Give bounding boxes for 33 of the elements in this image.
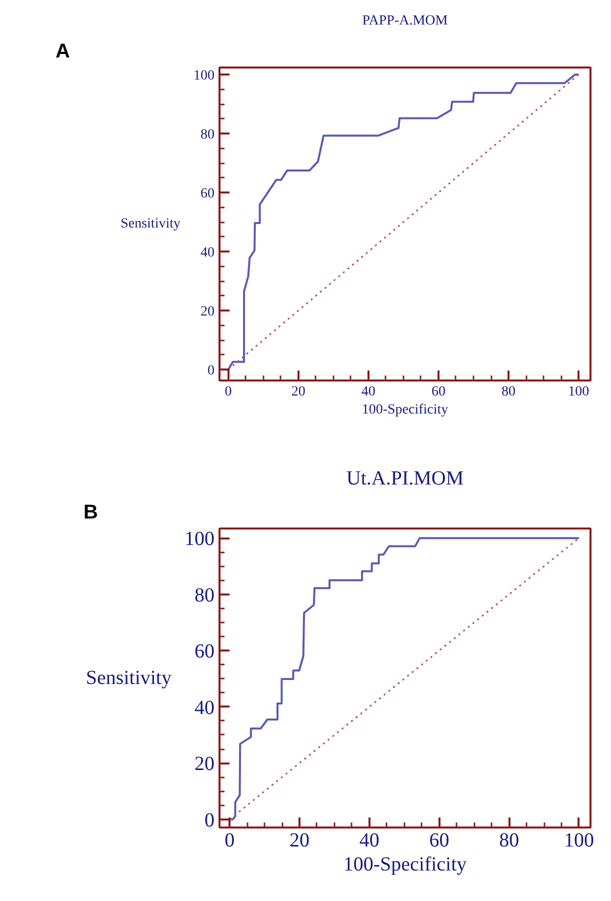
x-tick-label: 80	[499, 830, 520, 852]
y-tick-label: 60	[200, 186, 214, 202]
y-tick-label: 80	[200, 128, 214, 143]
x-tick-label: 100	[564, 830, 594, 852]
y-tick-label: 40	[200, 246, 214, 261]
chart-title: PAPP-A.MOM	[362, 14, 448, 28]
x-tick-label: 20	[291, 384, 306, 400]
x-tick-label: 40	[359, 830, 380, 852]
y-tick-label: 100	[194, 68, 214, 84]
x-axis-title: 100-Specificity	[362, 402, 448, 418]
y-tick-label: 0	[208, 364, 214, 379]
y-tick-label: 0	[204, 809, 214, 832]
text: B	[84, 502, 98, 524]
x-tick-label: 60	[431, 384, 446, 400]
x-tick-label: 20	[290, 830, 310, 852]
y-tick-label: 100	[184, 528, 214, 550]
y-tick-label: 80	[194, 584, 214, 606]
y-axis-title: Sensitivity	[120, 216, 181, 232]
y-tick-label: 20	[194, 753, 214, 776]
x-tick-label: 0	[224, 830, 235, 852]
x-tick-label: 100	[568, 384, 590, 400]
chart-title: Ut.A.PI.MOM	[346, 468, 464, 490]
y-tick-label: 60	[194, 640, 214, 663]
x-tick-label: 60	[429, 830, 450, 852]
y-tick-label: 20	[200, 304, 214, 320]
x-tick-label: 0	[224, 384, 232, 400]
line-series	[228, 537, 580, 820]
y-axis-title: Sensitivity	[86, 667, 172, 689]
y-tick-label: 40	[194, 696, 214, 719]
x-tick-label: 40	[361, 384, 376, 400]
x-tick-label: 80	[502, 384, 516, 400]
text: A	[56, 40, 70, 62]
x-axis-title: 100-Specificity	[343, 854, 467, 876]
